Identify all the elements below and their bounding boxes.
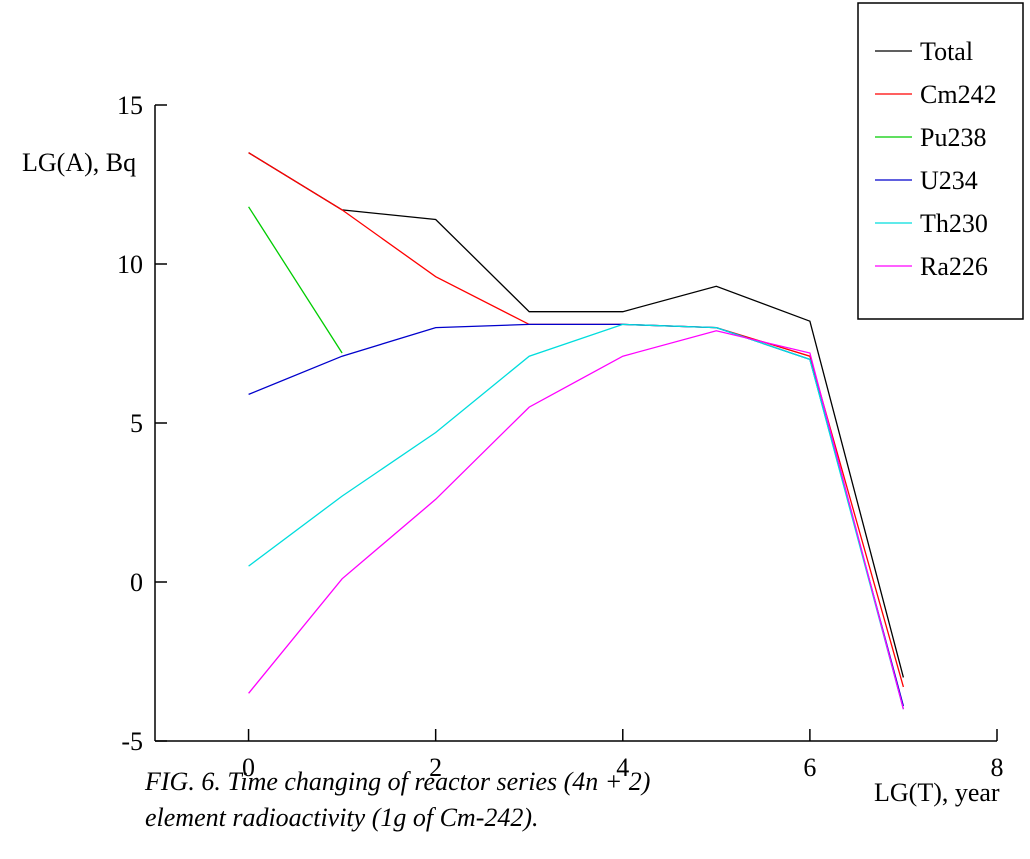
legend-label-pu238: Pu238 [920,123,986,152]
y-tick-label: 10 [117,250,143,279]
caption-line-1: FIG. 6. Time changing of reactor series … [145,767,651,796]
axes: 15 10 5 0 -5 0 2 4 6 8 [117,91,1004,782]
y-tick-label: 0 [130,568,143,597]
caption-line-2: element radioactivity (1g of Cm-242). [145,803,539,832]
legend-label-total: Total [920,37,973,66]
legend-label-u234: U234 [920,166,978,195]
legend-label-ra226: Ra226 [920,252,988,281]
series-line-cm242 [248,152,905,688]
x-tick-label: 6 [803,753,816,782]
series-line-ra226 [248,330,905,710]
legend: Total Cm242 Pu238 U234 Th230 Ra226 [857,2,1024,320]
y-tick-label: -5 [121,727,143,756]
x-axis-label: LG(T), year [874,778,1000,807]
series-line-pu238 [248,206,343,354]
x-tick-label: 0 [242,753,255,782]
series-line-total [248,152,905,678]
legend-label-th230: Th230 [920,209,988,238]
legend-label-cm242: Cm242 [920,80,997,109]
y-tick-label: 5 [130,409,143,438]
series-layer [248,152,905,710]
x-tick-label: 4 [616,753,629,782]
x-tick-label: 2 [429,753,442,782]
series-line-th230 [248,323,905,710]
y-axis-label: LG(A), Bq [22,148,136,177]
x-tick-label: 8 [991,753,1004,782]
y-tick-label: 15 [117,91,143,120]
